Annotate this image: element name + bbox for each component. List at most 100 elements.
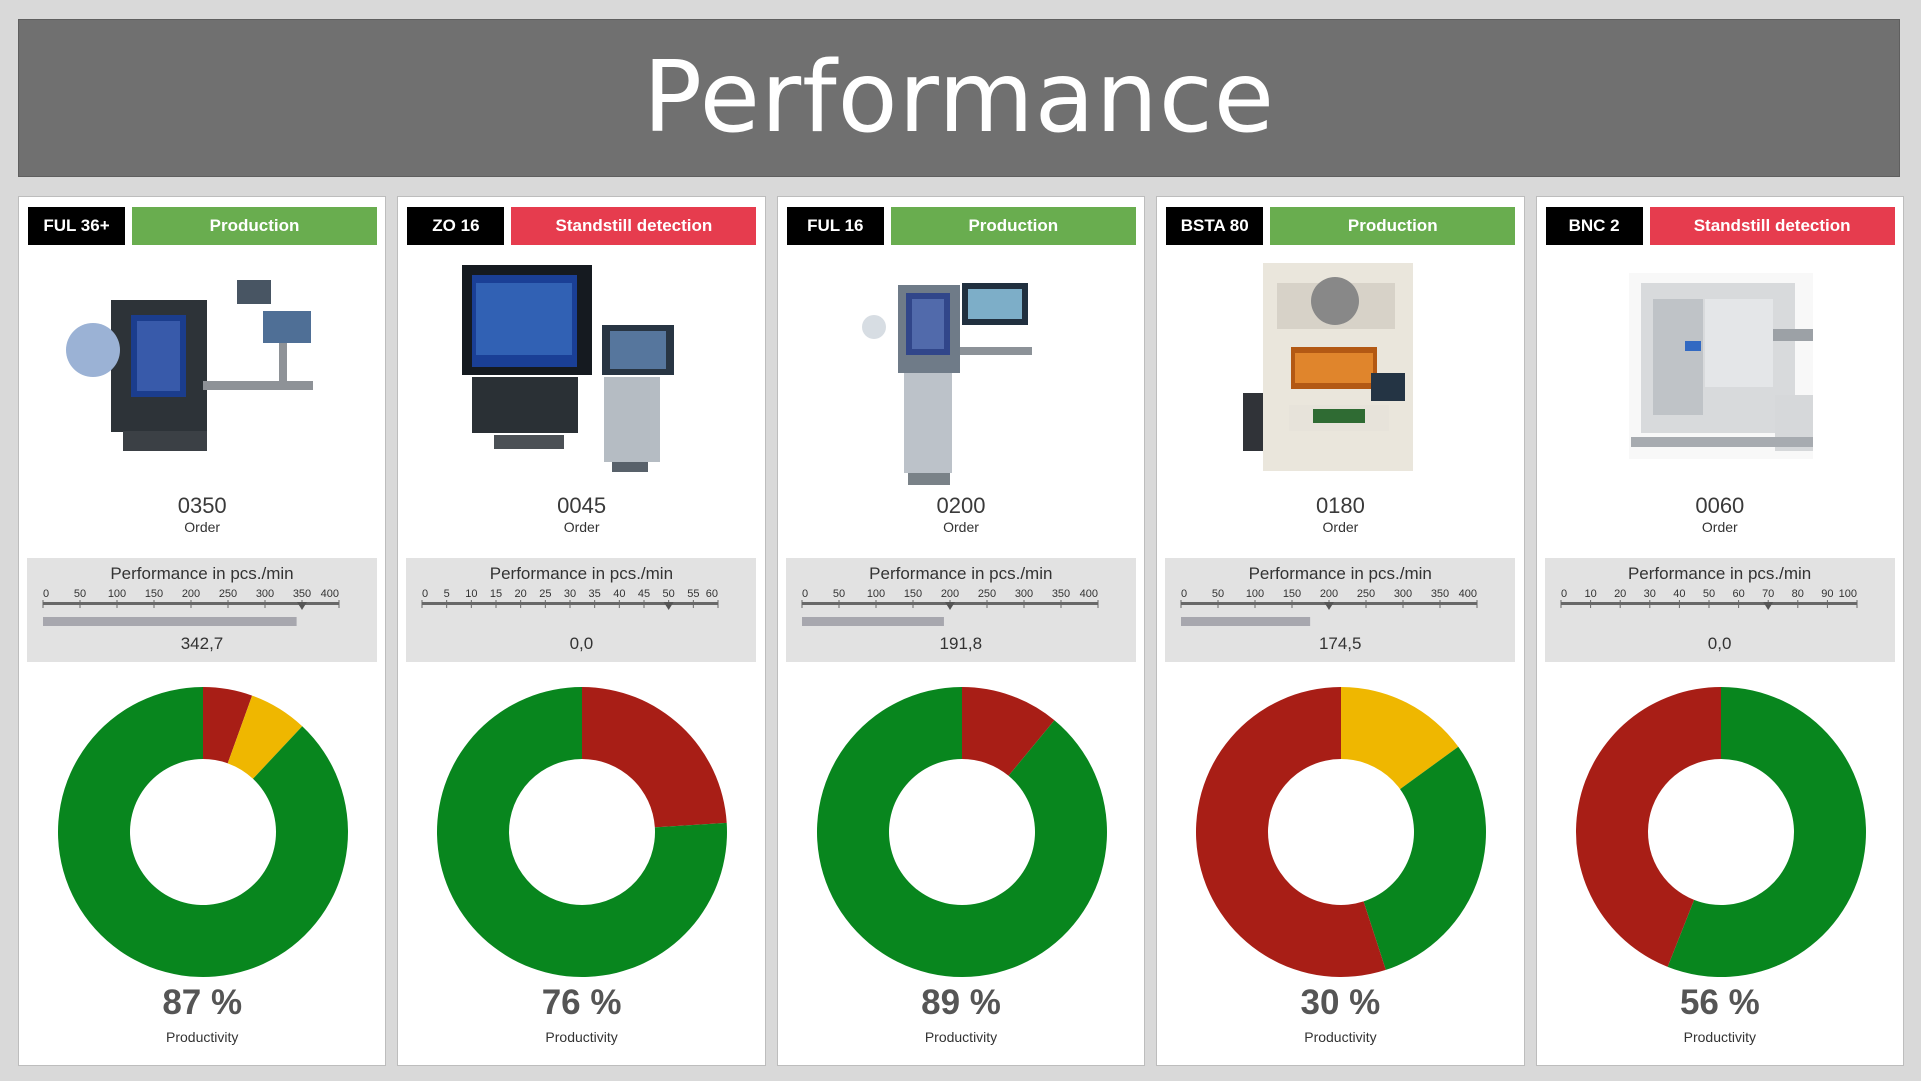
performance-panel: Performance in pcs./min 0 5 10 15 20 25 30 35 40… — [406, 558, 757, 662]
productivity-segment-green — [57, 687, 348, 977]
productivity-percent: 76 % — [541, 983, 622, 1022]
performance-scale-label: 150 — [1283, 588, 1301, 600]
performance-scale-label: 100 — [108, 588, 126, 600]
performance-scale-label: 55 — [688, 588, 700, 600]
productivity-segment-green — [1363, 746, 1487, 970]
performance-value: 342,7 — [180, 634, 224, 653]
performance-scale-label: 350 — [1431, 588, 1449, 600]
machine-status-badge: Standstill detection — [511, 207, 757, 245]
productivity-percent: 56 % — [1679, 983, 1760, 1022]
performance-value: 0,0 — [569, 634, 594, 653]
productivity-percent: 89 % — [921, 983, 1001, 1022]
performance-scale-label: 10 — [466, 588, 478, 600]
performance-gauge: 0 10 20 30 40 50 60 70 80 90 100 — [1560, 588, 1858, 610]
performance-title: Performance in pcs./min — [869, 564, 1053, 583]
machine-cards: FUL 36+ Production 0350 Order Performanc… — [18, 196, 1905, 1066]
machine-card-ful-36-plus[interactable]: FUL 36+ Production 0350 Order Performanc… — [18, 196, 387, 1066]
productivity-percent: 87 % — [162, 983, 243, 1022]
performance-scale-label: 25 — [540, 588, 552, 600]
order-number: 0180 — [1315, 493, 1365, 518]
productivity-label: Productivity — [545, 1029, 618, 1045]
machine-tag-row: BNC 2 Standstill detection — [1545, 207, 1895, 245]
order-label: Order — [1322, 519, 1359, 535]
performance-scale-label: 20 — [1614, 588, 1626, 600]
machine-card-zo-16[interactable]: ZO 16 Standstill detection 0045 Order Pe… — [397, 196, 766, 1066]
performance-scale-label: 400 — [321, 588, 339, 600]
order-number: 0200 — [936, 493, 986, 518]
performance-scale-label: 50 — [663, 588, 675, 600]
performance-gauge: 0 50 100 150 200 250 300 350 400 — [42, 588, 340, 626]
order-label: Order — [563, 519, 600, 535]
performance-scale-label: 0 — [422, 588, 428, 600]
productivity-segment-red — [203, 687, 253, 764]
performance-title: Performance in pcs./min — [110, 564, 294, 583]
spring-machine-icon — [432, 255, 732, 495]
performance-scale-label: 30 — [1643, 588, 1655, 600]
productivity-donut-chart — [816, 687, 1107, 977]
performance-fill-bar — [1181, 617, 1311, 626]
order-number: 0060 — [1695, 493, 1745, 518]
machine-card-bnc-2[interactable]: BNC 2 Standstill detection 0060 Order Pe… — [1535, 196, 1905, 1066]
performance-scale-label: 250 — [219, 588, 237, 600]
performance-gauge: 0 5 10 15 20 25 30 35 40 45 50 55 60 — [421, 588, 719, 610]
performance-scale-label: 40 — [614, 588, 626, 600]
performance-value: 191,8 — [939, 634, 983, 653]
performance-panel: Performance in pcs./min 0 50 100 150 200 250 3… — [27, 558, 377, 662]
productivity-segment-yellow — [1341, 687, 1459, 790]
machine-card-bsta-80[interactable]: BSTA 80 Production 0180 Order Performanc… — [1156, 196, 1525, 1066]
order-label: Order — [184, 519, 221, 535]
coiling-machine-icon — [53, 255, 353, 495]
machine-tag-row: ZO 16 Standstill detection — [407, 207, 757, 245]
performance-scale-label: 250 — [1357, 588, 1375, 600]
performance-scale-label: 200 — [1320, 588, 1338, 600]
performance-gauge: 0 50 100 150 200 250 300 350 400 — [1180, 588, 1478, 626]
productivity-segment-green — [437, 687, 728, 977]
performance-scale-label: 300 — [256, 588, 274, 600]
machine-status-badge: Production — [1270, 207, 1516, 245]
page-title: Performance — [642, 41, 1276, 155]
performance-scale-label: 100 — [1838, 588, 1856, 600]
productivity-segment-red — [1196, 687, 1387, 977]
stamping-machine-icon — [1191, 255, 1491, 495]
machine-tag-row: BSTA 80 Production — [1166, 207, 1516, 245]
productivity-donut-chart — [437, 687, 728, 977]
performance-value: 0,0 — [1707, 634, 1732, 653]
machine-card-ful-16[interactable]: FUL 16 Production 0200 Order Performance… — [776, 196, 1146, 1066]
performance-scale-label: 40 — [1673, 588, 1685, 600]
order-number: 0350 — [177, 493, 227, 518]
performance-gauge: 0 50 100 150 200 250 300 350 400 — [801, 588, 1099, 626]
dashboard-header: Performance — [18, 19, 1900, 177]
performance-scale-label: 250 — [978, 588, 996, 600]
cnc-machine-icon — [1571, 255, 1871, 495]
performance-scale-label: 150 — [904, 588, 922, 600]
machine-name-label: FUL 36+ — [28, 207, 125, 245]
performance-scale-label: 400 — [1079, 588, 1097, 600]
machine-tag-row: FUL 16 Production — [786, 207, 1136, 245]
performance-scale-label: 0 — [1561, 588, 1567, 600]
productivity-segment-green — [1667, 687, 1866, 977]
machine-status-badge: Production — [890, 207, 1136, 245]
productivity-donut-chart — [1196, 687, 1487, 977]
performance-title: Performance in pcs./min — [489, 564, 674, 583]
performance-scale-label: 200 — [941, 588, 959, 600]
productivity-label: Productivity — [924, 1029, 998, 1045]
machine-name-label: ZO 16 — [407, 207, 505, 245]
performance-scale-label: 50 — [1703, 588, 1715, 600]
productivity-donut-chart — [57, 687, 348, 977]
performance-panel: Performance in pcs./min 0 50 100 150 200 250 3… — [1165, 558, 1516, 662]
productivity-label: Productivity — [1683, 1029, 1756, 1045]
order-number: 0045 — [557, 493, 607, 518]
performance-scale-label: 350 — [1052, 588, 1070, 600]
target-marker — [1324, 602, 1335, 610]
machine-name-label: BSTA 80 — [1166, 207, 1264, 245]
machine-name-label: FUL 16 — [786, 207, 884, 245]
performance-scale-label: 200 — [182, 588, 200, 600]
productivity-segment-yellow — [227, 695, 303, 779]
order-label: Order — [1701, 519, 1738, 535]
performance-scale-label: 5 — [444, 588, 450, 600]
productivity-segment-red — [961, 687, 1055, 776]
performance-scale-label: 20 — [515, 588, 527, 600]
performance-panel: Performance in pcs./min 0 50 100 150 200 250 3… — [785, 558, 1136, 662]
productivity-label: Productivity — [166, 1029, 239, 1045]
performance-scale-label: 45 — [638, 588, 650, 600]
